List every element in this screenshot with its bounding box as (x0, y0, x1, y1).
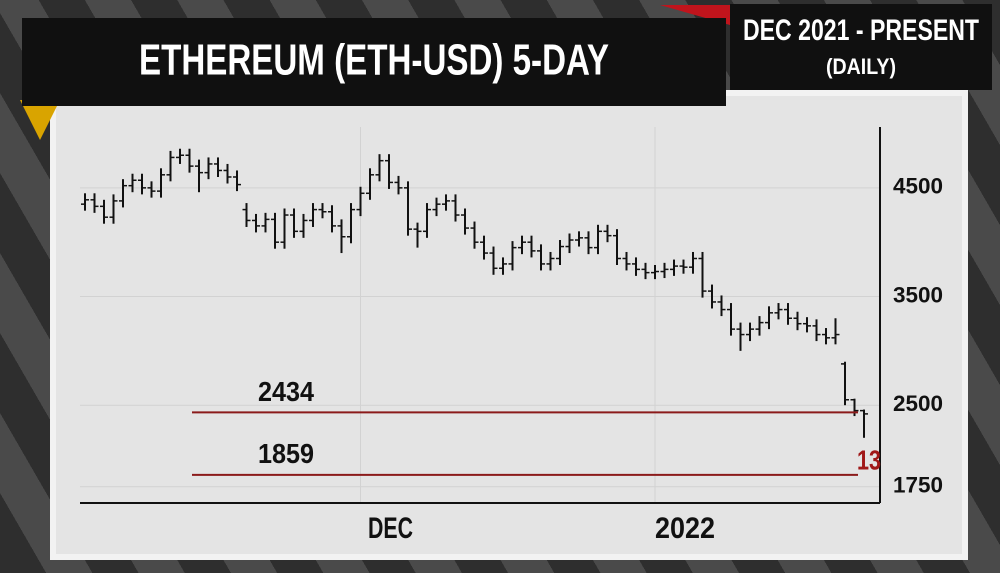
period: DEC 2021 - PRESENT (743, 14, 979, 47)
x-tick-label: 2022 (655, 512, 715, 545)
y-tick-label: 2500 (893, 391, 943, 416)
period-box (730, 4, 992, 90)
accent (20, 100, 60, 140)
level-label: 1859 (258, 438, 314, 469)
frequency: (DAILY) (826, 54, 896, 79)
plot-area: 1750 2500 3500 4500 DEC 2022 2434 1859 13 (80, 127, 943, 545)
annotation: 13 (857, 444, 881, 475)
panel (56, 96, 962, 554)
title-banner (22, 18, 726, 106)
y-tick-label: 4500 (893, 174, 943, 199)
y-tick-label: 1750 (893, 473, 943, 498)
x-tick-label: DEC (368, 512, 413, 545)
chart-title: ETHEREUM (ETH-USD) 5-DAY (139, 36, 609, 85)
level-label: 2434 (258, 376, 314, 407)
y-tick-label: 3500 (893, 282, 943, 307)
